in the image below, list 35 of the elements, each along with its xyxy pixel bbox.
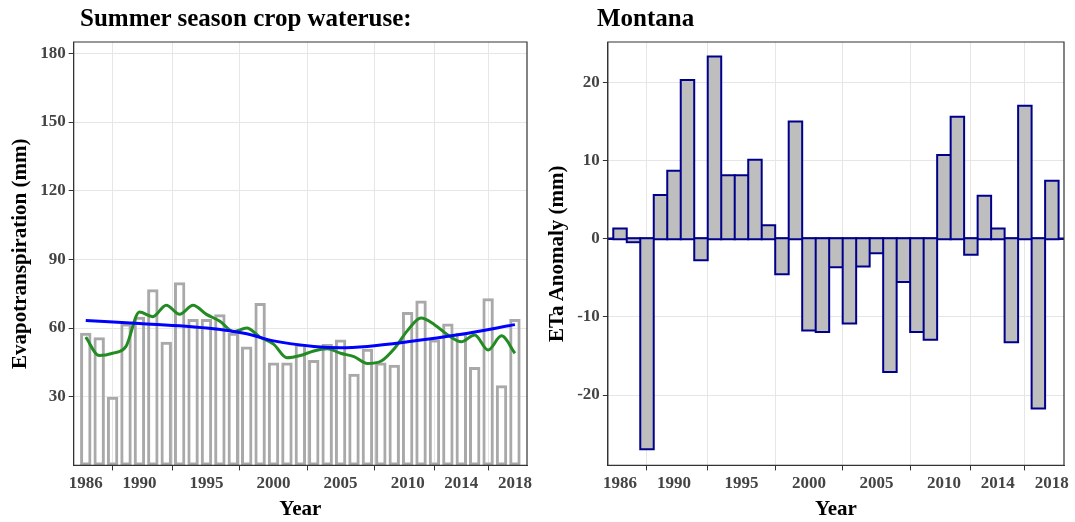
x-tick-label: 2005	[859, 472, 894, 492]
y-tick-label: 20	[582, 72, 600, 92]
x-tick-label: 2010	[390, 472, 425, 492]
y-tick-label: 150	[40, 111, 66, 131]
x-tick-label: 2014	[980, 472, 1016, 492]
y-axis-title: ETa Anomaly (mm)	[544, 165, 569, 342]
y-tick-label: 60	[48, 317, 66, 337]
y-tick-label: 10	[582, 150, 600, 170]
y-tick-label: 90	[48, 248, 66, 268]
x-tick-label: 2018	[1034, 472, 1069, 492]
x-tick-label: 1995	[724, 472, 759, 492]
y-tick-label: 120	[40, 180, 66, 200]
x-tick-label: 1986	[68, 472, 103, 492]
x-tick-label: 2000	[791, 472, 826, 492]
y-tick-label: 30	[48, 386, 66, 406]
x-tick-label: 1990	[122, 472, 157, 492]
line-series	[84, 319, 517, 350]
x-axis-title: Year	[814, 495, 857, 520]
x-tick-label: 2018	[497, 472, 532, 492]
y-tick-label: 0	[591, 228, 600, 248]
x-axis-title: Year	[279, 495, 322, 520]
chart-title: Summer season crop wateruse:	[80, 4, 412, 32]
x-tick-label: 2014	[444, 472, 479, 492]
y-tick-label: -10	[577, 306, 600, 326]
y-tick-label: -20	[577, 384, 600, 404]
x-tick-label: 1990	[656, 472, 691, 492]
x-tick-label: 1995	[189, 472, 224, 492]
y-tick-label: 180	[40, 42, 66, 62]
x-tick-label: 2005	[323, 472, 358, 492]
x-tick-label: 2000	[256, 472, 291, 492]
y-axis-title: Evapotranspiration (mm)	[7, 138, 32, 369]
chart-title: Montana	[597, 4, 695, 32]
line-series	[84, 303, 517, 366]
x-tick-label: 2010	[926, 472, 961, 492]
x-tick-label: 1986	[603, 472, 638, 492]
